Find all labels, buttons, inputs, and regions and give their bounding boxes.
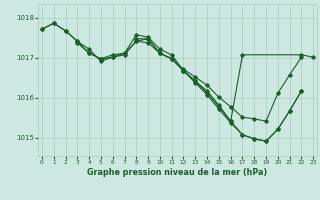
X-axis label: Graphe pression niveau de la mer (hPa): Graphe pression niveau de la mer (hPa)	[87, 168, 268, 177]
